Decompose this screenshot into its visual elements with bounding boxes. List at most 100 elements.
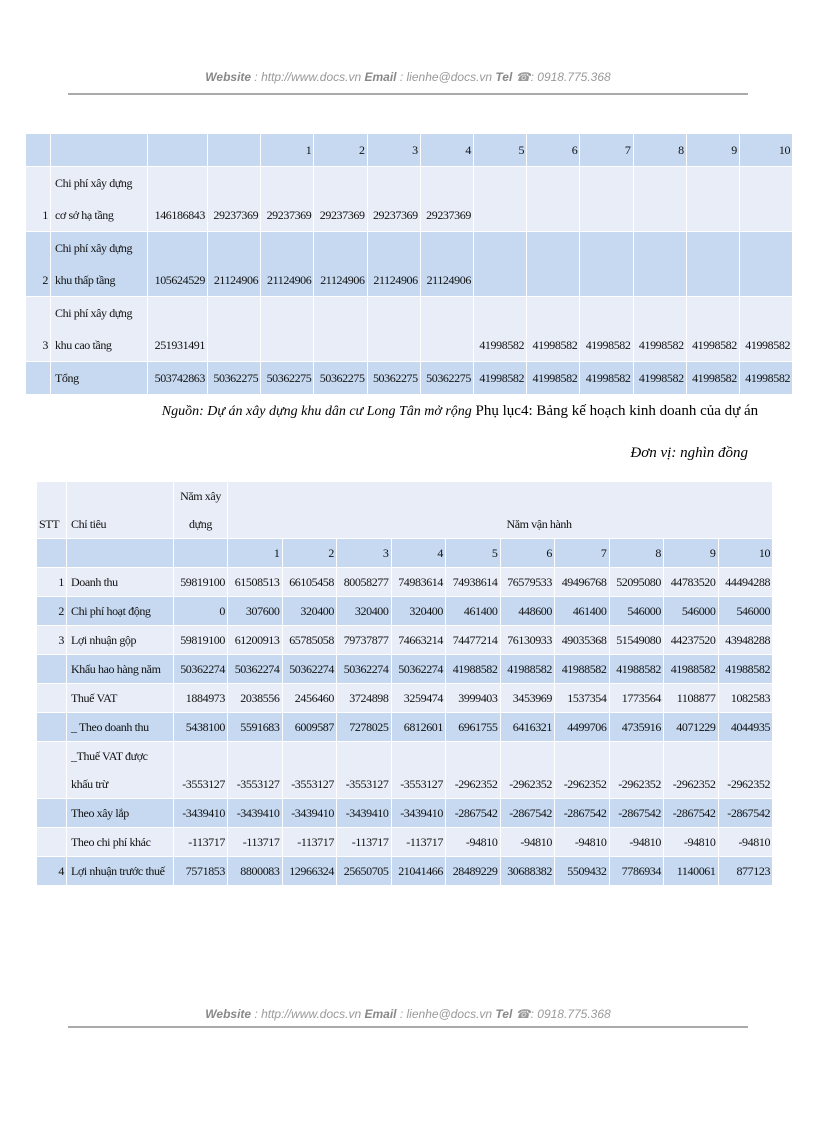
cell: 320400 [281,596,337,626]
cell: 461400 [554,596,610,626]
cell: 21124906 [260,231,315,297]
cell: 1140061 [663,856,719,886]
cell: 2456460 [281,683,337,713]
cell: 1082583 [717,683,774,713]
cell: 41998582 [685,296,740,362]
cell: -2867542 [717,798,774,828]
table-1: 1 2 3 4 5 6 7 8 9 10 1 Chi phí xây dựng cơ sở hạ tầ… [25,133,794,395]
cell: 6416321 [499,712,555,742]
cell: 44237520 [663,625,719,655]
cell [25,361,51,395]
cell: 8 [632,133,687,167]
cell: 28489229 [445,856,501,886]
cell: 41998582 [738,361,794,395]
cell: 50362275 [313,361,368,395]
email: : lienhe@docs.vn [399,1007,493,1021]
table-row: 2 Chi phí xây dựng khu thấp tầng 105624529… [25,231,794,297]
cell: 50362275 [260,361,315,395]
cell: Chi phí hoạt động [66,596,174,626]
cell: 3453969 [499,683,555,713]
cell: Chi phí xây dựng khu cao tầng [50,296,148,362]
cell: Khấu hao hàng năm [66,654,174,684]
cell: 29237369 [206,166,262,232]
cell [206,133,262,167]
cell: 50362274 [173,654,228,684]
cell: Lợi nhuận gộp [66,625,174,655]
cell [173,538,228,568]
cell: 29237369 [366,166,421,232]
cell: 41998582 [526,296,581,362]
cell [36,798,67,828]
cell: 5 [472,133,528,167]
cell [36,741,67,799]
cell [260,296,315,362]
cell: -113717 [281,827,337,857]
cell: 41998582 [685,361,740,395]
cell: 41988582 [499,654,555,684]
cell: 74477214 [445,625,501,655]
cell: 21124906 [419,231,474,297]
label: Tel [495,70,513,84]
cell [313,296,368,362]
cell: 41998582 [472,296,528,362]
cell: 1884973 [173,683,228,713]
cell: 4071229 [663,712,719,742]
cell [472,231,528,297]
footer-rule [68,1026,748,1028]
cell: 41988582 [717,654,774,684]
cell: 4499706 [554,712,610,742]
cell: 877123 [717,856,774,886]
cell: 41988582 [445,654,501,684]
cell: 50362275 [366,361,421,395]
cell: -94810 [554,827,610,857]
source: Nguồn: Dự án xây dựng khu dân cư Long Tâ… [161,404,472,419]
cell: 5 [445,538,501,568]
cell: 44783520 [663,567,719,597]
cell: -2867542 [445,798,501,828]
cell: -94810 [663,827,719,857]
cell: 7 [554,538,610,568]
cell: 320400 [390,596,446,626]
cell: -94810 [445,827,501,857]
cell: 74983614 [390,567,446,597]
cell: 2 [25,231,51,297]
cell: 76579533 [499,567,555,597]
cell [36,827,67,857]
cell: 6812601 [390,712,446,742]
cell: 1537354 [554,683,610,713]
label: Email [364,70,397,84]
page-header: Website : http://www.docs.vn Email : lie… [68,70,748,84]
cell: 50362275 [419,361,474,395]
cell: 3 [336,538,392,568]
cell [472,166,528,232]
cell: 12966324 [281,856,337,886]
cell: 41988582 [554,654,610,684]
cell: -3553127 [390,741,446,799]
cell [632,166,687,232]
label: Website [205,1007,252,1021]
header-cell: Chỉ tiêu [66,481,174,539]
table-row: Theo xây lắp -3439410 -3439410 -3439410 -343… [36,798,774,828]
cell: 2 [36,596,67,626]
header-rule [68,93,748,95]
cell [66,538,174,568]
cell: 29237369 [260,166,315,232]
cell: 80058277 [336,567,392,597]
cell: -3553127 [173,741,228,799]
cell: -94810 [499,827,555,857]
cell: 7571853 [173,856,228,886]
cell [25,133,51,167]
cell: -2962352 [717,741,774,799]
cell: Tổng [50,361,148,395]
cell: Theo xây lắp [66,798,174,828]
cell: 1108877 [663,683,719,713]
cell: 65785058 [281,625,337,655]
cell: 6 [526,133,581,167]
cell: 5591683 [227,712,283,742]
cell: 546000 [608,596,664,626]
cell [685,231,740,297]
cell: 5438100 [173,712,228,742]
table-row: 1 Chi phí xây dựng cơ sở hạ tầng 146186843… [25,166,794,232]
label: Tel [495,1007,513,1021]
cell: 21124906 [206,231,262,297]
